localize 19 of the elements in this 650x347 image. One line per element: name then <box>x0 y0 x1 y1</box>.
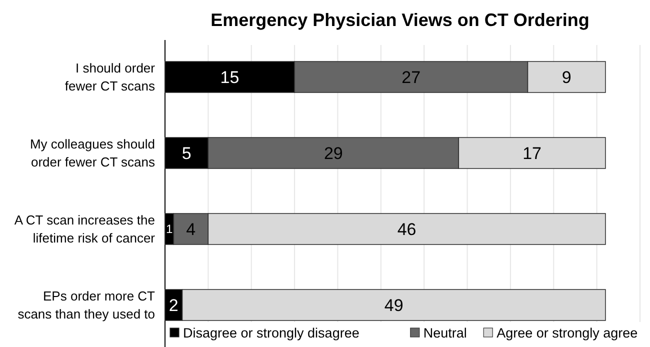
data-label: 27 <box>402 68 421 87</box>
data-label: 46 <box>397 220 416 239</box>
data-label: 17 <box>522 144 542 163</box>
chart-title: Emergency Physician Views on CT Ordering <box>210 10 590 30</box>
data-label: 29 <box>324 144 343 163</box>
y-tick-label: I should order fewer CT scans <box>64 60 156 94</box>
data-label: 1 <box>166 222 173 236</box>
data-label: 4 <box>186 220 196 239</box>
y-tick-label: EPs order more CT scans than they used to <box>18 288 156 322</box>
legend-label: Disagree or strongly disagree <box>183 326 360 341</box>
data-label: 9 <box>562 68 572 87</box>
data-label: 49 <box>384 296 404 315</box>
legend-label: Agree or strongly agree <box>496 326 638 341</box>
data-label: 15 <box>220 68 240 87</box>
data-label: 2 <box>168 296 178 315</box>
y-tick-label: My colleagues should order fewer CT scans <box>30 136 156 170</box>
y-tick-label: A CT scan increases the lifetime risk of cancer <box>14 212 156 246</box>
legend-label: Neutral <box>423 326 467 341</box>
data-label: 5 <box>182 144 192 163</box>
